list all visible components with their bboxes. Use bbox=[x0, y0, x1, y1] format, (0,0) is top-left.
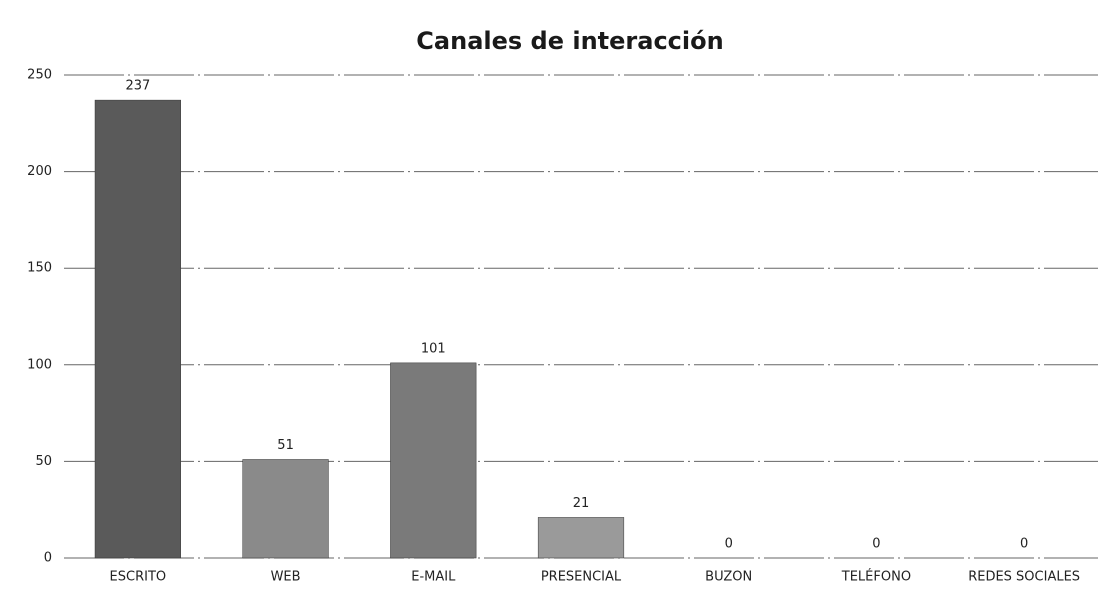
chart-title: Canales de interacción bbox=[416, 27, 723, 55]
y-tick-label: 150 bbox=[27, 261, 52, 276]
value-label: 0 bbox=[725, 537, 733, 552]
y-tick-label: 0 bbox=[44, 551, 52, 566]
value-label: 0 bbox=[1020, 537, 1028, 552]
x-tick-label: ESCRITO bbox=[110, 570, 167, 585]
value-label: 21 bbox=[573, 496, 590, 511]
bar bbox=[537, 517, 625, 559]
bar bbox=[242, 459, 329, 559]
bar bbox=[390, 362, 477, 559]
x-tick-label: E-MAIL bbox=[411, 570, 456, 585]
y-tick-label: 200 bbox=[27, 164, 52, 179]
y-tick-label: 50 bbox=[35, 454, 52, 469]
x-tick-label: REDES SOCIALES bbox=[968, 570, 1080, 585]
value-label: 51 bbox=[277, 438, 294, 453]
y-tick-label: 100 bbox=[27, 357, 52, 372]
value-label: 0 bbox=[872, 537, 880, 552]
value-label: 237 bbox=[125, 79, 150, 94]
value-label: 101 bbox=[421, 341, 446, 356]
x-tick-label: BUZON bbox=[705, 570, 752, 585]
x-tick-label: WEB bbox=[271, 570, 301, 585]
x-tick-label: PRESENCIAL bbox=[541, 570, 622, 585]
x-tick-label: TELÉFONO bbox=[841, 569, 911, 585]
y-tick-label: 250 bbox=[27, 68, 52, 83]
bar bbox=[94, 99, 181, 559]
